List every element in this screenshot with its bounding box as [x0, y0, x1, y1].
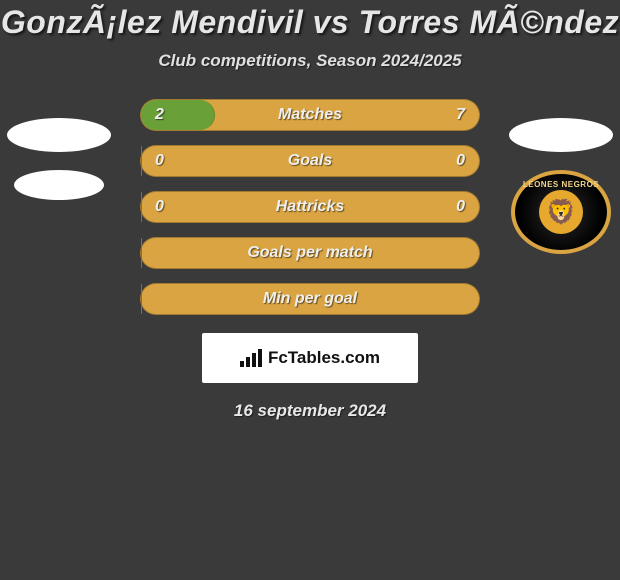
stat-right-value: 0 [456, 146, 465, 176]
stat-label: Hattricks [141, 192, 479, 222]
bar-chart-icon [240, 349, 262, 367]
stat-bar-min-per-goal: Min per goal [140, 283, 480, 315]
stat-label: Min per goal [141, 284, 479, 314]
right-logo-column: LEONES NEGROS 🦁 [506, 118, 616, 254]
stat-bar-goals-per-match: Goals per match [140, 237, 480, 269]
placeholder-ellipse-icon [7, 118, 111, 152]
lion-icon: 🦁 [539, 190, 583, 234]
footer-brand-box: FcTables.com [202, 333, 418, 383]
stat-bar-hattricks: 0 Hattricks 0 [140, 191, 480, 223]
stat-bar-goals: 0 Goals 0 [140, 145, 480, 177]
stat-right-value: 0 [456, 192, 465, 222]
placeholder-ellipse-icon [509, 118, 613, 152]
stat-bar-matches: 2 Matches 7 [140, 99, 480, 131]
page-title: GonzÃ¡lez Mendivil vs Torres MÃ©ndez [0, 4, 620, 41]
footer-date: 16 september 2024 [0, 401, 620, 421]
stat-right-value: 7 [456, 100, 465, 130]
stat-label: Goals [141, 146, 479, 176]
club-badge-text: LEONES NEGROS [515, 180, 607, 189]
stat-label: Matches [141, 100, 479, 130]
stat-label: Goals per match [141, 238, 479, 268]
infographic-root: GonzÃ¡lez Mendivil vs Torres MÃ©ndez Clu… [0, 0, 620, 580]
footer-brand-text: FcTables.com [268, 348, 380, 368]
placeholder-ellipse-icon [14, 170, 104, 200]
page-subtitle: Club competitions, Season 2024/2025 [0, 51, 620, 71]
left-logo-column [4, 118, 114, 200]
stat-bars: 2 Matches 7 0 Goals 0 0 Hattricks 0 Goal… [140, 99, 480, 315]
club-badge-leones-negros: LEONES NEGROS 🦁 [511, 170, 611, 254]
